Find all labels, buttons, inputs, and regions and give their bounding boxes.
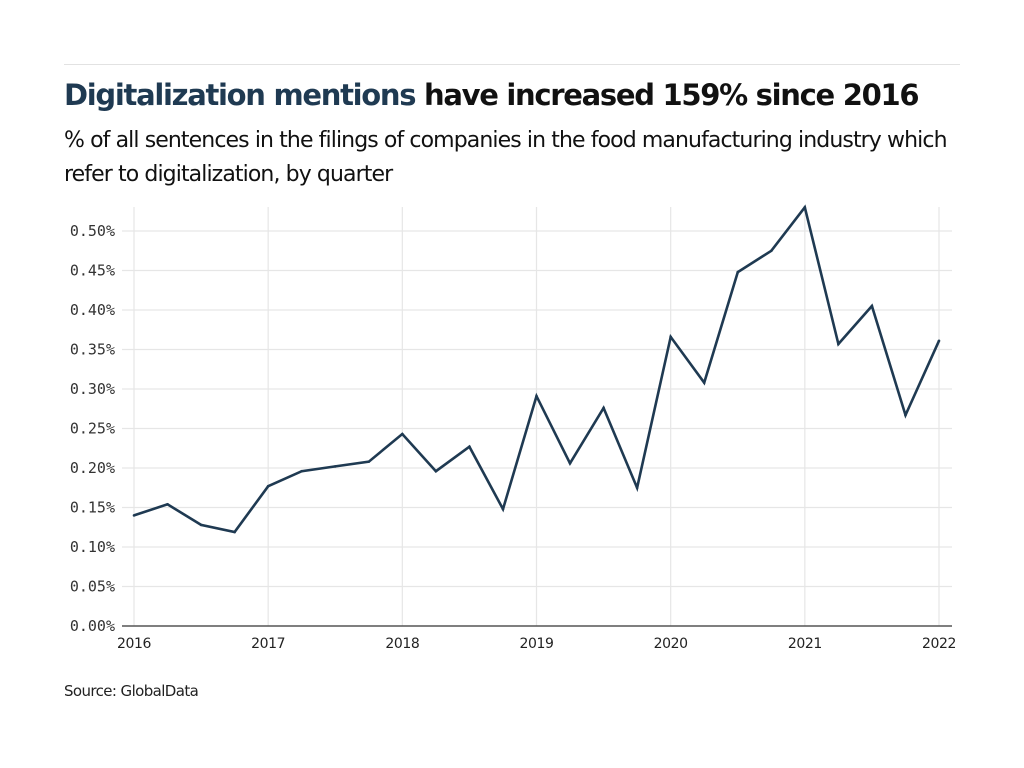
top-divider <box>64 64 960 65</box>
y-tick-label: 0.40% <box>70 301 115 319</box>
data-points <box>132 206 941 534</box>
data-point <box>803 206 807 209</box>
title-highlight: Digitalization mentions <box>64 78 417 112</box>
data-point <box>602 406 605 410</box>
source-note: Source: GlobalData <box>64 682 199 700</box>
y-tick-label: 0.05% <box>70 578 115 596</box>
data-point <box>635 486 639 490</box>
data-point <box>300 469 304 473</box>
y-tick-label: 0.00% <box>70 617 115 635</box>
data-point <box>535 394 538 398</box>
data-point <box>904 413 907 417</box>
data-point <box>736 270 740 274</box>
data-point <box>199 523 203 527</box>
chart-subtitle: % of all sentences in the filings of com… <box>64 128 948 187</box>
data-point <box>468 445 471 448</box>
y-tick-label: 0.20% <box>70 459 115 477</box>
data-point <box>669 335 672 339</box>
data-point <box>434 469 438 473</box>
data-point <box>501 507 505 511</box>
x-tick-label: 2020 <box>654 636 688 652</box>
chart-title: Digitalization mentions have increased 1… <box>64 78 920 112</box>
data-point <box>333 465 337 468</box>
data-point <box>568 461 572 465</box>
data-point <box>769 249 773 253</box>
y-tick-label: 0.30% <box>70 380 115 398</box>
data-point <box>702 381 706 384</box>
data-point <box>870 304 874 308</box>
data-point <box>837 342 840 346</box>
x-tick-label: 2017 <box>251 636 285 652</box>
y-tick-label: 0.10% <box>70 538 115 556</box>
data-point <box>401 432 404 436</box>
y-tick-label: 0.25% <box>70 420 115 438</box>
data-point <box>367 460 371 463</box>
x-gridlines <box>133 207 940 626</box>
y-tick-label: 0.35% <box>70 341 115 359</box>
y-tick-label: 0.45% <box>70 262 115 280</box>
y-tick-label: 0.50% <box>70 222 115 240</box>
title-rest: have increased 159% since 2016 <box>415 78 920 112</box>
x-tick-label: 2016 <box>117 636 152 652</box>
data-point <box>166 503 169 506</box>
y-axis-ticks: 0.00% 0.05% 0.10% 0.15% 0.20% 0.25% 0.30% 0.35%… <box>70 222 115 635</box>
data-point <box>266 484 270 488</box>
data-point <box>132 514 136 517</box>
data-point <box>233 530 236 534</box>
x-tick-label: 2022 <box>922 636 956 652</box>
y-tick-label: 0.15% <box>70 499 115 517</box>
x-tick-label: 2018 <box>385 636 419 652</box>
x-axis-ticks: 2016 2017 2018 2019 2020 2021 2022 <box>117 636 956 652</box>
x-tick-label: 2019 <box>519 636 553 652</box>
x-tick-label: 2021 <box>788 636 822 652</box>
data-point <box>937 339 941 343</box>
